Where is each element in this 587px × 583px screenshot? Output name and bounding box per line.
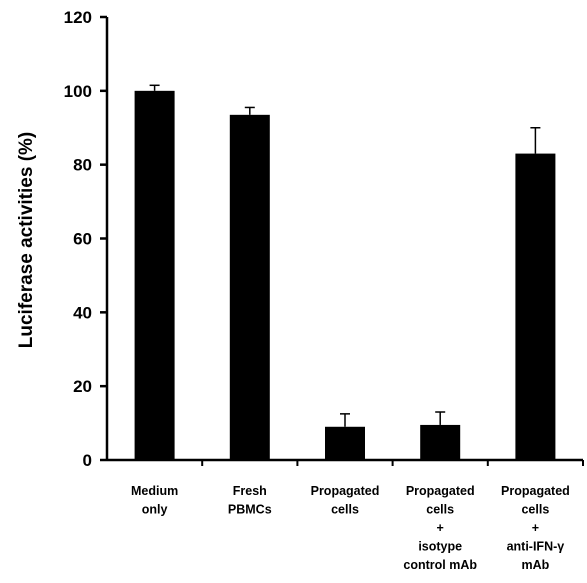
category-label-line: mAb — [522, 558, 550, 572]
y-tick-label: 0 — [83, 451, 92, 470]
y-tick-label: 80 — [73, 156, 92, 175]
category-label-line: + — [437, 521, 444, 535]
category-label-line: Propagated — [311, 484, 380, 498]
category-label: Propagated cells + isotype control mAb — [403, 484, 477, 572]
bar — [420, 424, 461, 460]
category-label-line: control mAb — [403, 558, 477, 572]
bar — [229, 114, 270, 461]
category-label: Fresh PBMCs — [228, 484, 272, 517]
category-label-line: Medium — [131, 484, 178, 498]
category-label-line: Propagated — [501, 484, 570, 498]
bars — [134, 90, 556, 461]
y-axis: 0 20 40 60 80 100 120 — [64, 8, 109, 470]
bar — [325, 426, 365, 460]
y-tick-label: 120 — [64, 8, 92, 27]
category-label-line: Fresh — [233, 484, 267, 498]
category-label-line: isotype — [418, 540, 462, 554]
category-label-line: anti-IFN-γ — [507, 540, 565, 554]
y-axis-title: Luciferase activities (%) — [16, 132, 37, 348]
category-label-line: PBMCs — [228, 503, 272, 517]
bar — [134, 90, 175, 460]
category-label-line: only — [142, 503, 168, 517]
category-label-line: cells — [521, 503, 549, 517]
x-axis — [107, 458, 584, 466]
y-tick-label: 100 — [64, 82, 92, 101]
y-tick-label: 20 — [73, 377, 92, 396]
category-label-line: cells — [426, 503, 454, 517]
category-label: Propagated cells — [311, 484, 380, 517]
bar — [515, 153, 556, 460]
category-label-line: cells — [331, 503, 359, 517]
category-label: Propagated cells + anti-IFN-γ mAb — [501, 484, 570, 572]
error-bars — [149, 84, 541, 427]
category-label-line: + — [532, 521, 539, 535]
category-label-line: Propagated — [406, 484, 475, 498]
y-tick-label: 40 — [73, 303, 92, 322]
y-tick-label: 60 — [73, 230, 92, 249]
category-label: Medium only — [131, 484, 178, 517]
